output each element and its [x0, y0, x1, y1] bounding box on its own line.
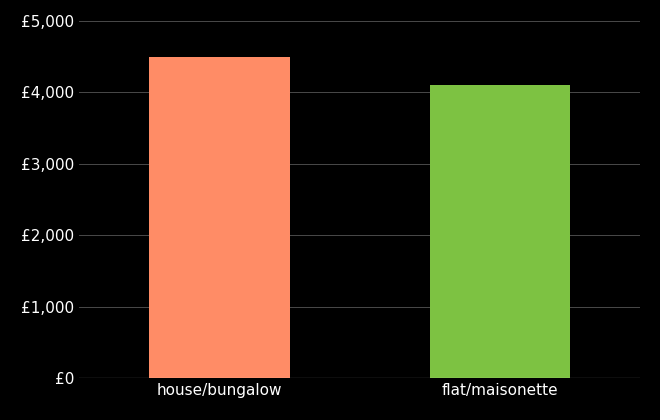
- Bar: [430, 85, 570, 378]
- Bar: [149, 57, 290, 378]
